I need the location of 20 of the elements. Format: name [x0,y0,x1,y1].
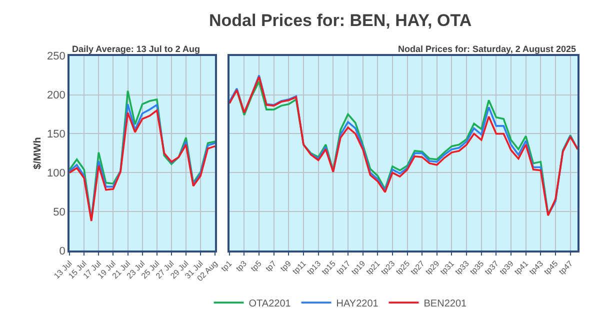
y-tick-label: 0 [59,245,66,258]
y-tick-label: 250 [46,50,66,63]
legend-label: OTA2201 [248,298,292,310]
x-tick-label: tp9 [278,258,294,274]
x-tick-label: tp19 [350,258,368,276]
y-tick-label: 200 [46,90,66,102]
x-tick-label: tp1 [219,258,234,274]
legend-label: HAY2201 [336,298,379,310]
y-tick-label: 100 [46,168,66,180]
chart-subtitle: Nodal Prices for: Saturday, 2 August 2025 [398,44,576,54]
y-tick-label: 150 [46,128,66,141]
text: Nodal Prices for: BEN, HAY, OTA [209,11,472,30]
x-tick-label: tp43 [528,258,546,276]
chart-subtitle: Daily Average: 13 Jul to 2 Aug [72,44,200,54]
x-tick-label: tp7 [264,258,279,274]
x-tick-label: tp5 [249,258,264,274]
legend-label: BEN2201 [424,298,468,310]
x-tick-label: tp3 [234,258,249,274]
y-axis-title: $/MWh [32,137,44,170]
y-tick-label: 50 [53,206,66,218]
